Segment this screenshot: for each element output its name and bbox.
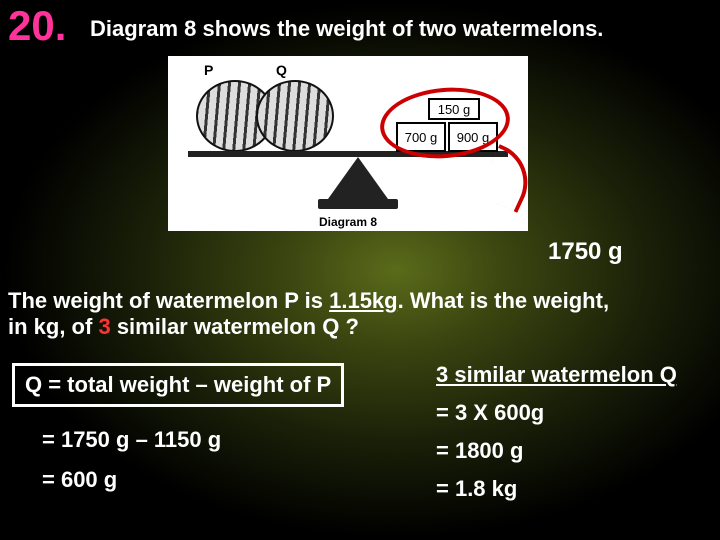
solution-right-step3: = 1.8 kg (436, 476, 677, 502)
q-line2c: similar watermelon Q ? (111, 314, 359, 339)
diagram-8: P Q 150 g 700 g 900 g Diagram 8 (168, 56, 528, 231)
scale-fulcrum (328, 157, 388, 199)
q-line1a: The weight of watermelon P is (8, 288, 329, 313)
q-line2a: in kg, of (8, 314, 98, 339)
solution-left: Q = total weight – weight of P = 1750 g … (12, 363, 344, 493)
intro-text: Diagram 8 shows the weight of two waterm… (90, 16, 603, 42)
solution-left-step2: = 600 g (42, 467, 344, 493)
scale-base (318, 199, 398, 209)
diagram-caption: Diagram 8 (168, 215, 528, 229)
watermelon-q-icon (256, 80, 334, 152)
question-text: The weight of watermelon P is 1.15kg. Wh… (8, 288, 609, 341)
melon-p-label: P (204, 62, 213, 78)
solution-right: 3 similar watermelon Q = 3 X 600g = 1800… (436, 362, 677, 502)
solution-left-step1: = 1750 g – 1150 g (42, 427, 344, 453)
melon-q-label: Q (276, 62, 287, 78)
question-number: 20. (8, 2, 66, 50)
solution-left-formula: Q = total weight – weight of P (12, 363, 344, 407)
q-line1c: . What is the weight, (398, 288, 609, 313)
q-count-3: 3 (98, 314, 110, 339)
solution-right-header: 3 similar watermelon Q (436, 362, 677, 388)
total-weight-label: 1750 g (548, 238, 623, 266)
q-weight-p: 1.15kg (329, 288, 398, 313)
solution-right-step2: = 1800 g (436, 438, 677, 464)
solution-right-step1: = 3 X 600g (436, 400, 677, 426)
